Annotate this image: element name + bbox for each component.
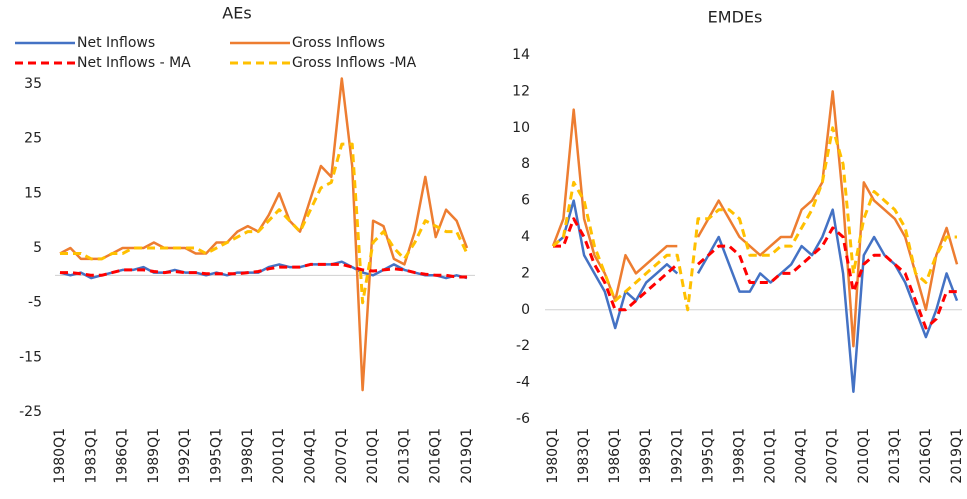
x-tick-label: 2019Q1	[459, 428, 475, 484]
y-tick-label: 25	[24, 131, 42, 147]
x-tick-label: 1995Q1	[700, 428, 716, 484]
x-tick-label: 1980Q1	[52, 428, 68, 484]
y-tick-label: -2	[516, 338, 530, 354]
x-tick-label: 1995Q1	[209, 428, 225, 484]
x-tick-label: 1989Q1	[146, 428, 162, 484]
x-tick-label: 2016Q1	[428, 428, 444, 484]
series-line	[553, 217, 957, 330]
x-tick-label: 1998Q1	[731, 428, 747, 484]
x-tick-label: 2001Q1	[763, 428, 779, 484]
y-tick-label: -5	[28, 295, 42, 311]
y-tick-label: 2	[521, 265, 530, 281]
y-tick-label: 5	[33, 240, 42, 256]
y-tick-label: 12	[512, 83, 530, 99]
legend-label: Gross Inflows	[292, 35, 385, 51]
x-tick-label: 2013Q1	[396, 428, 412, 484]
legend-label: Gross Inflows -MA	[292, 55, 417, 71]
x-tick-label: 2010Q1	[856, 428, 872, 484]
x-tick-label: 2001Q1	[271, 428, 287, 484]
y-tick-label: -25	[19, 404, 42, 420]
x-tick-label: 2016Q1	[918, 428, 934, 484]
y-tick-label: 6	[521, 193, 530, 209]
x-tick-label: 2004Q1	[302, 428, 318, 484]
y-tick-label: -6	[516, 411, 530, 427]
x-tick-label: 1980Q1	[545, 428, 561, 484]
x-tick-label: 2007Q1	[334, 428, 350, 484]
y-tick-label: -15	[19, 349, 42, 365]
chart-title: EMDEs	[708, 8, 763, 27]
x-tick-label: 1986Q1	[115, 428, 131, 484]
legend-label: Net Inflows	[77, 35, 155, 51]
y-tick-label: 14	[512, 47, 530, 63]
series-line	[60, 142, 469, 305]
x-tick-label: 1992Q1	[669, 428, 685, 484]
series-line	[60, 262, 467, 279]
y-tick-label: -4	[516, 375, 530, 391]
y-tick-label: 15	[24, 185, 42, 201]
series-line	[59, 77, 469, 392]
x-tick-label: 2007Q1	[825, 428, 841, 484]
x-tick-label: 2004Q1	[794, 428, 810, 484]
x-tick-label: 1992Q1	[177, 428, 193, 484]
y-tick-label: 35	[24, 76, 42, 92]
x-tick-label: 2013Q1	[887, 428, 903, 484]
x-tick-label: 1983Q1	[576, 428, 592, 484]
x-tick-label: 2019Q1	[949, 428, 965, 484]
chart-title: AEs	[222, 4, 251, 23]
x-tick-label: 1989Q1	[638, 428, 654, 484]
y-tick-label: 0	[521, 302, 530, 318]
series-line	[552, 199, 959, 393]
y-tick-label: 10	[512, 120, 530, 136]
x-tick-label: 1986Q1	[607, 428, 623, 484]
legend-label: Net Inflows - MA	[77, 55, 191, 71]
x-tick-label: 1998Q1	[240, 428, 256, 484]
y-tick-label: 8	[521, 156, 530, 172]
y-tick-label: 4	[521, 229, 530, 245]
series-line	[552, 126, 957, 312]
x-tick-label: 1983Q1	[83, 428, 99, 484]
x-tick-label: 2010Q1	[365, 428, 381, 484]
